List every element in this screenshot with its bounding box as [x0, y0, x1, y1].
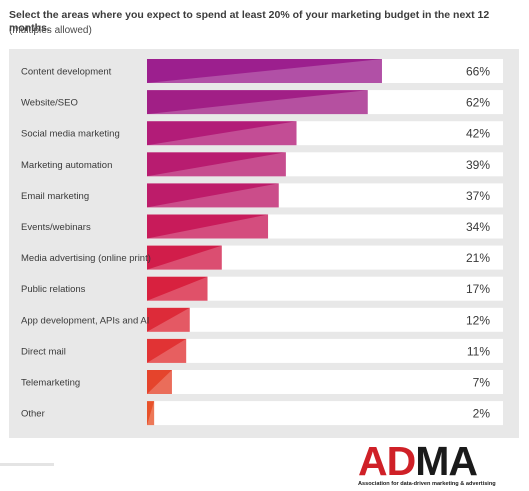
value-label: 2%: [473, 407, 491, 421]
bar: [147, 276, 208, 301]
value-label: 21%: [466, 251, 490, 265]
bar: [147, 90, 368, 115]
bar: [147, 214, 269, 239]
logo-part-ma: MA: [415, 438, 478, 484]
logo-tagline: Association for data-driven marketing & …: [358, 481, 496, 487]
value-label: 62%: [466, 96, 490, 110]
category-label: Public relations: [21, 284, 86, 295]
bar: [147, 152, 286, 177]
category-label: Website/SEO: [21, 98, 78, 109]
value-label: 42%: [466, 127, 490, 141]
category-label: Events/webinars: [21, 222, 91, 233]
bar-shade: [147, 338, 187, 363]
category-label: Content development: [21, 67, 112, 78]
bar: [147, 121, 297, 146]
value-label: 17%: [466, 282, 490, 296]
category-label: Direct mail: [21, 346, 66, 357]
bar: [147, 401, 155, 426]
bar: [147, 245, 222, 270]
logo-wordmark: ADMA: [358, 438, 478, 484]
value-label: 7%: [473, 376, 491, 390]
chart-panel: Content development 66% Website/SEO 62% Soci…: [9, 49, 519, 438]
chart-subtitle: (multiples allowed): [9, 25, 92, 36]
category-label: Telemarketing: [21, 378, 80, 389]
value-label: 66%: [466, 65, 490, 79]
bar: [147, 370, 172, 394]
category-label: Media advertising (online print): [21, 253, 151, 264]
bar-track: [147, 338, 503, 363]
value-label: 34%: [466, 220, 490, 234]
value-label: 11%: [467, 344, 490, 358]
bar-shade: [147, 307, 190, 332]
bar-chart: Content development 66% Website/SEO 62% Soci…: [21, 59, 503, 426]
chart-title: Select the areas where you expect to spe…: [9, 9, 490, 34]
bar: [147, 307, 190, 332]
bar-shade: [147, 245, 222, 270]
bar: [147, 183, 279, 208]
category-label: Marketing automation: [21, 160, 112, 171]
bar-shade: [147, 401, 155, 426]
value-label: 39%: [466, 158, 490, 172]
adma-logo: ADMA Association for data-driven marketi…: [358, 439, 526, 489]
bar-track: [147, 401, 503, 426]
bar-shade: [147, 152, 286, 177]
category-label: Email marketing: [21, 191, 89, 202]
value-label: 37%: [466, 189, 490, 203]
value-label: 12%: [466, 313, 490, 327]
bar-shade: [147, 370, 172, 394]
bar: [147, 338, 187, 363]
bar-shade: [147, 183, 279, 208]
bar-shade: [147, 121, 297, 146]
bar: [147, 59, 382, 83]
bar-shade: [147, 276, 208, 301]
category-label: App development, APIs and AI: [21, 315, 149, 326]
footer-divider: [0, 463, 54, 466]
bar-track: [147, 307, 503, 332]
category-label: Social media marketing: [21, 129, 120, 140]
logo-part-ad: AD: [358, 438, 416, 484]
bar-shade: [147, 214, 269, 239]
bar-track: [147, 370, 503, 394]
category-label: Other: [21, 409, 45, 420]
